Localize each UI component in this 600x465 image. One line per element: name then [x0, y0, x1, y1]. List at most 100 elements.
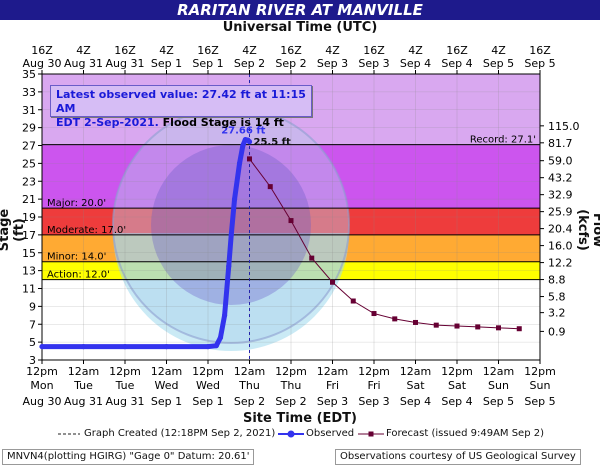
x-tick-time: 12pm: [358, 365, 390, 378]
x-tick-time: 12am: [151, 365, 182, 378]
y2-tick-label: 16.0: [548, 240, 573, 253]
y2-tick-label: 3.2: [548, 307, 566, 320]
x-tick-date: Aug 30: [23, 395, 62, 408]
x-tick-time: 12am: [234, 365, 265, 378]
legend-observed-icon: [278, 428, 304, 443]
x-tick-date: Sep 2: [234, 395, 265, 408]
y-tick-label: 29: [22, 122, 36, 135]
x-tick-date: Sep 2: [275, 395, 306, 408]
latest-observation-time: EDT 2-Sep-2021.: [56, 116, 159, 129]
legend-forecast-label: Forecast (issued 9:49AM Sep 2): [386, 428, 545, 439]
x-tick-date: Sep 1: [192, 395, 223, 408]
x-top-tick-time: 4Z: [242, 44, 257, 57]
x-tick-time: 12pm: [26, 365, 58, 378]
observed-point: [39, 343, 45, 350]
y2-tick-label: 25.9: [548, 206, 573, 219]
y-tick-label: 9: [29, 300, 36, 313]
x-top-tick-time: 16Z: [197, 44, 219, 57]
x-top-tick-date: Sep 2: [275, 57, 306, 70]
legend-observed-label: Observed: [306, 428, 355, 439]
y2-axis-label: Flow (kcfs): [575, 209, 600, 251]
x-top-tick-time: 4Z: [159, 44, 174, 57]
observed-point: [205, 343, 211, 350]
chart-title: RARITAN RIVER AT MANVILLE: [0, 0, 600, 20]
legend-created-label: Graph Created (12:18PM Sep 2, 2021): [84, 428, 276, 439]
x-top-tick-date: Sep 5: [524, 57, 555, 70]
y-tick-label: 3: [29, 354, 36, 367]
x-tick-day: Sun: [488, 379, 509, 392]
x-tick-time: 12am: [400, 365, 431, 378]
flood-label-moderate: Moderate: 17.0': [47, 225, 126, 236]
y2-tick-label: 0.9: [548, 325, 566, 338]
x-tick-day: Thu: [280, 379, 302, 392]
y-tick-label: 5: [29, 336, 36, 349]
x-tick-time: 12pm: [275, 365, 307, 378]
y-tick-label: 33: [22, 86, 36, 99]
observed-point: [80, 343, 87, 350]
y-tick-label: 21: [22, 193, 36, 206]
x-top-tick-date: Sep 3: [358, 57, 389, 70]
forecast-point: [371, 311, 377, 317]
gage-datum-note: MNVN4(plotting HGIRG) "Gage 0" Datum: 20…: [2, 449, 255, 465]
utc-axis-title: Universal Time (UTC): [222, 20, 378, 35]
forecast-point: [413, 319, 418, 325]
x-top-tick-date: Sep 5: [483, 57, 514, 70]
x-top-tick-date: Sep 1: [151, 57, 182, 70]
x-tick-day: Thu: [238, 379, 260, 392]
x-tick-date: Aug 31: [64, 395, 103, 408]
y-tick-label: 27: [22, 140, 36, 153]
forecast-point: [350, 298, 356, 304]
x-top-tick-date: Aug 31: [106, 57, 145, 70]
x-top-tick-time: 16Z: [31, 44, 53, 57]
forecast-point: [516, 326, 522, 332]
x-top-tick-time: 16Z: [363, 44, 385, 57]
observed-point: [228, 232, 234, 238]
y-tick-label: 17: [22, 229, 36, 242]
forecast-point: [433, 322, 439, 328]
x-top-tick-date: Sep 4: [400, 57, 431, 70]
x-tick-time: 12pm: [524, 365, 556, 378]
observed-point: [213, 343, 219, 349]
legend-forecast-icon: [358, 428, 384, 443]
latest-observation-box: Latest observed value: 27.42 ft at 11:15…: [50, 85, 312, 129]
x-tick-day: Fri: [367, 379, 380, 392]
y-tick-label: 31: [22, 104, 36, 117]
x-tick-day: Mon: [30, 379, 53, 392]
x-tick-day: Sat: [406, 379, 425, 392]
observed-point: [236, 160, 243, 166]
x-tick-date: Sep 4: [441, 395, 472, 408]
y2-tick-label: 8.8: [548, 274, 566, 287]
x-tick-time: 12am: [317, 365, 348, 378]
x-tick-day: Wed: [155, 379, 179, 392]
y-tick-label: 25: [22, 157, 36, 170]
observed-point: [240, 142, 246, 149]
x-tick-date: Sep 4: [400, 395, 431, 408]
x-tick-time: 12pm: [441, 365, 473, 378]
observed-point: [246, 139, 253, 145]
x-top-tick-time: 16Z: [280, 44, 302, 57]
y2-tick-label: 12.2: [548, 257, 573, 270]
observed-peak-label: 27.66 ft: [221, 126, 265, 137]
observed-point: [222, 312, 228, 318]
forecast-point: [392, 316, 398, 322]
x-tick-date: Sep 5: [524, 395, 555, 408]
legend-created-icon: [58, 428, 80, 443]
x-top-tick-date: Sep 1: [192, 57, 223, 70]
y-tick-label: 35: [22, 68, 36, 81]
y-tick-label: 23: [22, 175, 36, 188]
x-tick-day: Sun: [530, 379, 551, 392]
x-tick-time: 12am: [68, 365, 99, 378]
x-top-tick-date: Sep 3: [317, 57, 348, 70]
y-tick-label: 13: [22, 265, 36, 278]
x-top-tick-time: 4Z: [325, 44, 340, 57]
forecast-point: [475, 324, 481, 330]
x-tick-day: Wed: [196, 379, 220, 392]
forecast-peak-label: 25.5 ft: [254, 137, 292, 148]
watermark-seal-lower: [113, 233, 349, 351]
observed-point: [122, 343, 128, 350]
x-tick-time: 12pm: [192, 365, 224, 378]
flood-label-minor: Minor: 14.0': [47, 252, 106, 263]
observations-credit: Observations courtesy of US Geological S…: [335, 449, 581, 465]
forecast-point: [309, 255, 315, 261]
